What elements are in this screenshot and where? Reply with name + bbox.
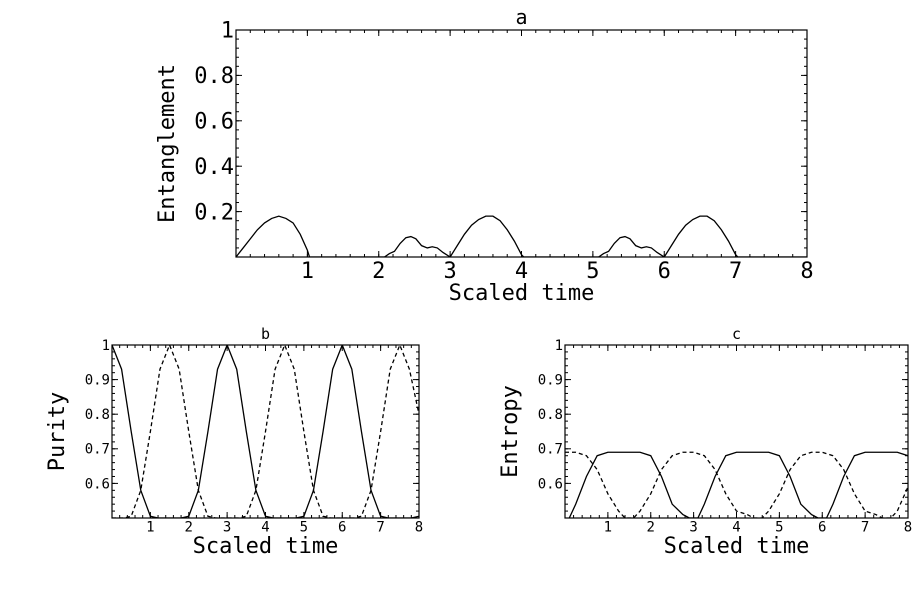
y-tick-label: 0.4	[194, 155, 234, 180]
y-tick-label: 0.9	[538, 373, 563, 389]
y-tick-label: 0.8	[194, 64, 234, 89]
y-tick-label: 0.6	[85, 476, 110, 492]
y-tick-label: 1	[555, 338, 563, 354]
series-line-solid	[112, 345, 419, 518]
x-tick-label: 8	[904, 519, 912, 535]
x-tick-label: 8	[415, 519, 423, 535]
y-tick-label: 0.2	[194, 200, 234, 225]
x-axis-label: Scaled time	[449, 281, 595, 306]
y-tick-label: 0.8	[538, 407, 563, 423]
x-tick-label: 4	[261, 519, 269, 535]
x-tick-label: 4	[515, 259, 528, 284]
x-tick-label: 3	[223, 519, 231, 535]
x-tick-label: 6	[658, 259, 671, 284]
x-tick-label: 2	[372, 259, 385, 284]
chart-c: c 1 2 3 4 5 6 7 8 0.6 0.7 0.8 0.9 1 Scaled time Entropy	[498, 325, 912, 559]
y-tick-label: 0.9	[85, 373, 110, 389]
chart-title: c	[732, 325, 741, 343]
x-tick-label: 7	[861, 519, 869, 535]
y-axis-label: Entropy	[498, 385, 523, 478]
x-tick-label: 3	[444, 259, 457, 284]
x-tick-label: 1	[146, 519, 154, 535]
plot-frame	[564, 344, 909, 519]
y-tick-label: 0.6	[194, 110, 234, 135]
x-tick-label: 5	[586, 259, 599, 284]
series-line-solid	[568, 451, 908, 518]
y-tick-label: 0.8	[85, 407, 110, 423]
x-axis-label: Scaled time	[664, 534, 810, 559]
x-tick-label: 4	[732, 519, 740, 535]
x-tick-label: 1	[604, 519, 612, 535]
series-line-dashed	[565, 451, 908, 518]
chart-title: b	[261, 325, 270, 343]
x-tick-label: 6	[818, 519, 826, 535]
x-tick-label: 5	[775, 519, 783, 535]
x-tick-label: 6	[338, 519, 346, 535]
x-tick-label: 1	[301, 259, 314, 284]
y-tick-label: 0.7	[85, 442, 110, 458]
chart-b: b 1 2 3 4 5 6 7 8 0.6 0.7 0.8 0.9 1 Scaled time Purity	[45, 325, 423, 559]
y-tick-label: 1	[221, 19, 234, 44]
x-tick-label: 8	[800, 259, 813, 284]
y-axis-label: Purity	[45, 392, 70, 471]
y-axis-label: Entanglement	[155, 64, 180, 223]
x-tick-label: 7	[729, 259, 742, 284]
y-tick-label: 0.6	[538, 476, 563, 492]
x-tick-label: 2	[647, 519, 655, 535]
y-tick-label: 0.7	[538, 442, 563, 458]
series-line-solid	[236, 215, 807, 257]
chart-a: a 1 2 3 4 5 6 7 8 0.2 0.4 0.6 0.8 1 Scaled time Entangl…	[155, 5, 814, 306]
y-tick-label: 1	[102, 338, 110, 354]
x-tick-label: 2	[185, 519, 193, 535]
plot-frame	[235, 29, 808, 258]
x-tick-label: 3	[689, 519, 697, 535]
x-axis-label: Scaled time	[193, 534, 339, 559]
series-line-dashed	[112, 345, 419, 518]
x-tick-label: 7	[376, 519, 384, 535]
chart-title: a	[515, 5, 527, 29]
x-tick-label: 5	[300, 519, 308, 535]
